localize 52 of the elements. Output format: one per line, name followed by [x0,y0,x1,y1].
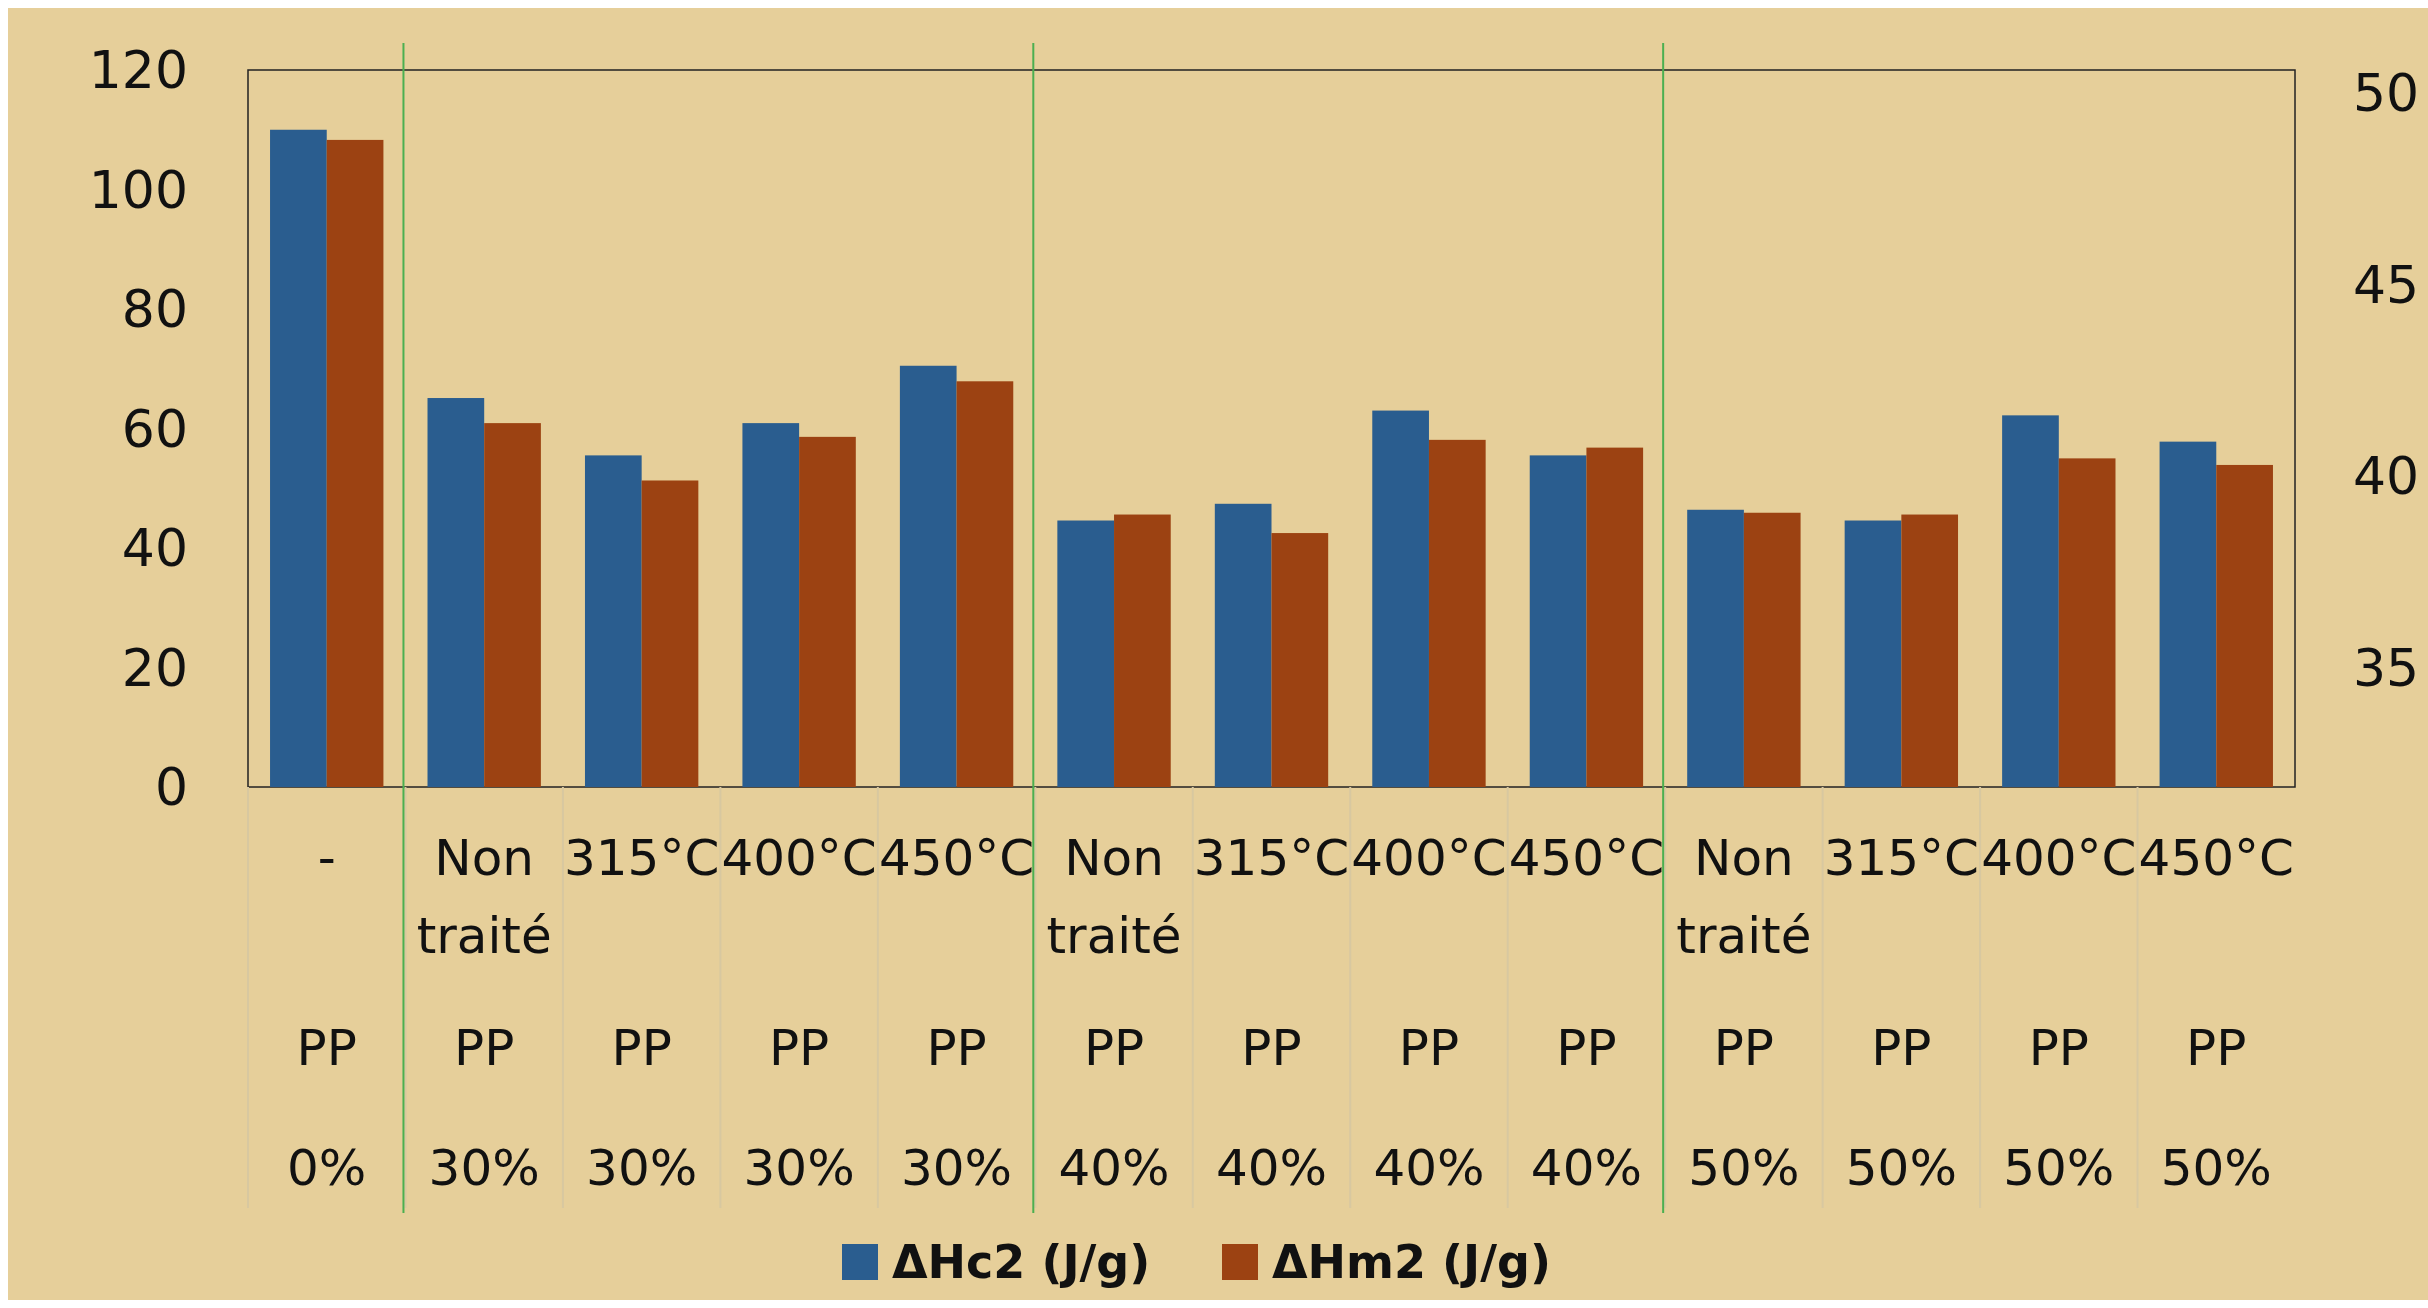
bar [1743,512,1801,787]
y2-tick-label: 50 [2353,63,2420,124]
bar [2159,441,2217,787]
category-label: 450°C PP 50% [2138,829,2294,1197]
bar [641,480,699,787]
y-tick-label: 60 [121,398,188,459]
bar [1214,503,1272,787]
bar [1428,439,1486,787]
y-tick-label: 0 [154,757,188,817]
category-label: 450°C PP 30% [878,829,1035,1197]
y2-tick-label: 35 [2353,638,2420,699]
bar [584,455,642,787]
bar [1687,509,1744,787]
bar [899,365,957,787]
bar [427,398,485,787]
bar [2002,415,2059,787]
bar [956,381,1014,787]
category-label: - PP 0% [287,829,367,1197]
bar [1372,410,1429,787]
bar [799,436,856,787]
category-label: 400°C PP 40% [1351,829,1507,1197]
category-label: 450°C PP 40% [1508,829,1665,1197]
y-tick-label: 40 [121,518,188,578]
bar [270,129,327,787]
category-label: Non traité PP 30% [416,829,552,1197]
bar [484,423,541,787]
category-label: Non traité PP 40% [1046,829,1182,1197]
y-tick-label: 20 [121,637,188,698]
bar [742,423,800,787]
legend-label: ΔHm2 (J/g) [1272,1235,1551,1289]
bar [1586,447,1644,787]
bar [1271,533,1329,787]
category-label: 315°C PP 50% [1823,829,1980,1197]
y-tick-label: 80 [121,279,188,339]
category-label: 315°C PP 30% [563,829,720,1197]
bar [1057,520,1115,787]
bar [1844,520,1902,787]
category-label: 315°C PP 40% [1193,829,1350,1197]
bar [1901,514,1959,787]
y-tick-label: 100 [88,159,188,220]
bar [2216,464,2273,787]
bar [2058,458,2116,787]
category-label: Non traité PP 50% [1676,829,1812,1197]
bar [1114,514,1171,787]
category-label: 400°C PP 50% [1981,829,2137,1197]
category-label: 400°C PP 30% [721,829,877,1197]
y2-tick-label: 45 [2353,254,2420,315]
legend-label: ΔHc2 (J/g) [892,1235,1151,1289]
bar [1529,455,1587,787]
y2-tick-label: 40 [2353,446,2420,507]
bar [326,139,384,787]
y-tick-label: 120 [88,40,188,100]
